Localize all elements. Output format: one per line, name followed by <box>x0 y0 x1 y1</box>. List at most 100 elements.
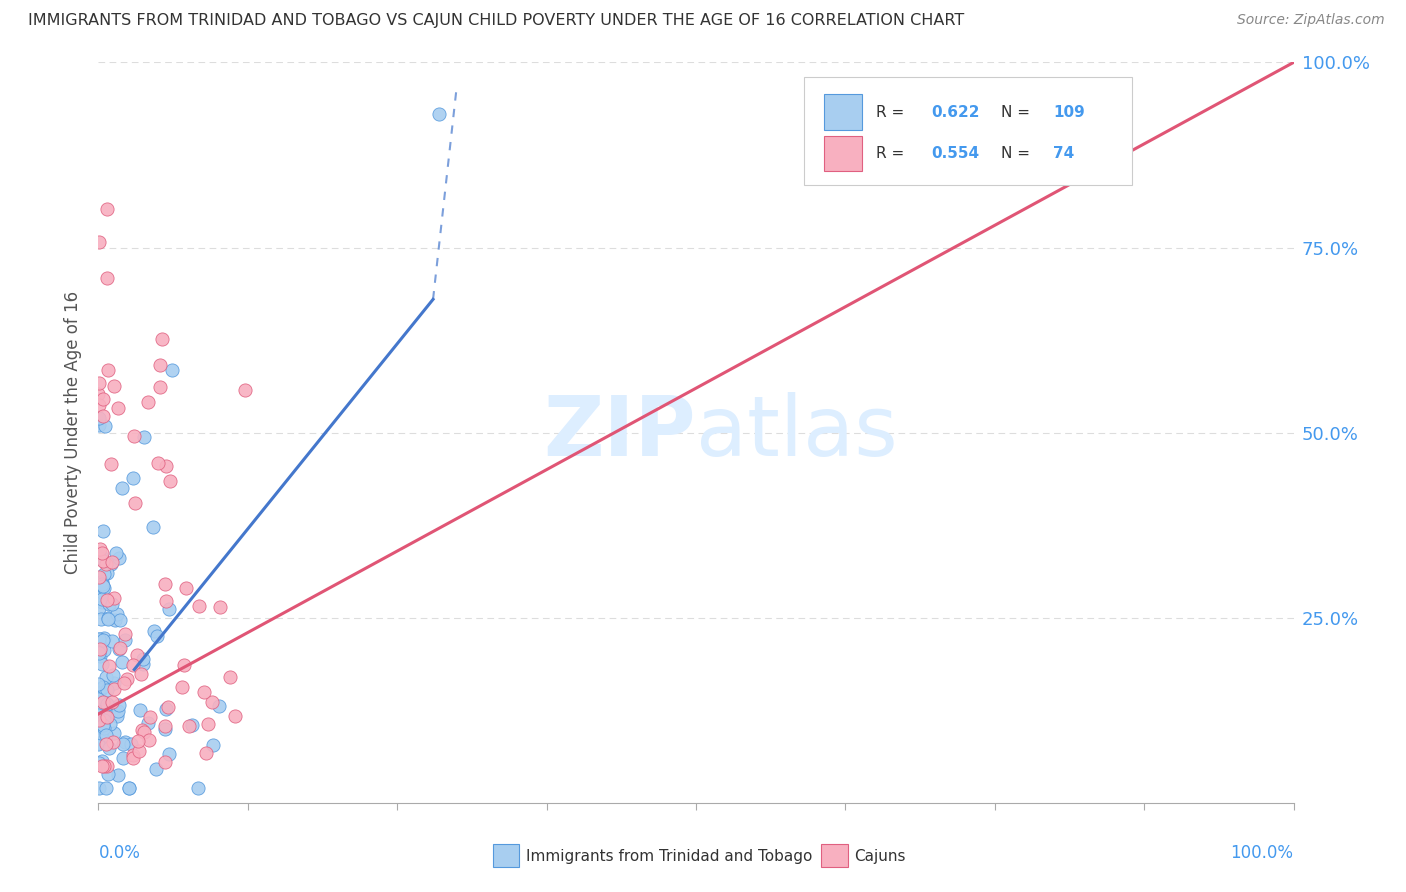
Point <box>96 682 118 697</box>
Text: 0.622: 0.622 <box>931 104 980 120</box>
Point <box>87 600 110 615</box>
Point <box>93 695 115 709</box>
Point <box>91 392 114 406</box>
Point <box>93 631 115 645</box>
Point <box>111 655 134 669</box>
Point <box>87 677 110 691</box>
Point <box>90 726 112 740</box>
Point <box>96 270 118 285</box>
Point <box>89 411 111 425</box>
Bar <box>824 95 862 130</box>
Point <box>91 595 114 609</box>
Point <box>104 546 127 560</box>
Point <box>195 746 218 760</box>
Point <box>89 720 111 734</box>
Point <box>100 598 122 612</box>
Point <box>91 591 114 606</box>
Bar <box>824 136 862 171</box>
Point <box>87 708 110 723</box>
Point <box>202 738 225 752</box>
Point <box>174 581 197 595</box>
Point <box>87 570 110 584</box>
Point <box>90 546 112 560</box>
Bar <box>494 844 519 867</box>
Point <box>201 695 224 709</box>
Point <box>91 695 114 709</box>
Point <box>155 458 177 473</box>
Point <box>98 717 121 731</box>
Point <box>188 599 211 614</box>
Point <box>87 736 110 750</box>
Text: 0.0%: 0.0% <box>98 844 141 862</box>
Text: Cajuns: Cajuns <box>853 848 905 863</box>
Point <box>89 642 111 657</box>
Point <box>91 717 114 731</box>
Point <box>87 713 110 727</box>
Point <box>89 574 111 589</box>
FancyBboxPatch shape <box>804 78 1132 185</box>
Point <box>157 602 180 616</box>
Point <box>122 471 145 485</box>
Point <box>173 658 195 673</box>
Point <box>112 676 135 690</box>
Point <box>127 734 149 748</box>
Text: N =: N = <box>1001 146 1035 161</box>
Point <box>224 708 246 723</box>
Point <box>90 703 112 717</box>
Point <box>93 721 115 735</box>
Point <box>108 551 131 566</box>
Point <box>105 709 128 723</box>
Point <box>149 358 172 372</box>
Text: atlas: atlas <box>696 392 897 473</box>
Point <box>107 768 129 782</box>
Point <box>114 633 136 648</box>
Point <box>87 235 110 249</box>
Text: IMMIGRANTS FROM TRINIDAD AND TOBAGO VS CAJUN CHILD POVERTY UNDER THE AGE OF 16 C: IMMIGRANTS FROM TRINIDAD AND TOBAGO VS C… <box>28 13 965 29</box>
Point <box>132 725 155 739</box>
Point <box>132 430 155 444</box>
Point <box>94 737 117 751</box>
Point <box>103 703 125 717</box>
Text: ZIP: ZIP <box>544 392 696 473</box>
Point <box>153 755 176 769</box>
Point <box>96 758 118 772</box>
Point <box>93 713 115 727</box>
Point <box>90 574 112 589</box>
Point <box>100 457 122 471</box>
Point <box>98 597 121 611</box>
Point <box>117 672 139 686</box>
Point <box>120 737 142 751</box>
Point <box>90 754 112 768</box>
Point <box>122 751 145 765</box>
Point <box>97 706 120 720</box>
Point <box>87 387 110 401</box>
Point <box>87 691 110 706</box>
Point <box>121 747 143 762</box>
Point <box>97 767 120 781</box>
Point <box>233 384 256 398</box>
Point <box>131 723 153 738</box>
Point <box>87 376 110 391</box>
Point <box>146 629 169 643</box>
Point <box>160 363 183 377</box>
Point <box>125 648 148 662</box>
Point <box>142 520 165 534</box>
Point <box>107 704 129 718</box>
Point <box>172 681 194 695</box>
Point <box>91 657 114 672</box>
Point <box>108 641 131 656</box>
Point <box>107 401 129 416</box>
Point <box>97 659 120 673</box>
Point <box>89 541 111 556</box>
Point <box>90 577 112 591</box>
Point <box>148 456 170 470</box>
Text: R =: R = <box>876 146 910 161</box>
Point <box>122 429 145 443</box>
Point <box>97 612 120 626</box>
Point <box>427 107 450 121</box>
Point <box>96 697 118 711</box>
Point <box>153 719 176 733</box>
Point <box>159 474 181 488</box>
Point <box>103 591 125 605</box>
Point <box>90 585 112 599</box>
